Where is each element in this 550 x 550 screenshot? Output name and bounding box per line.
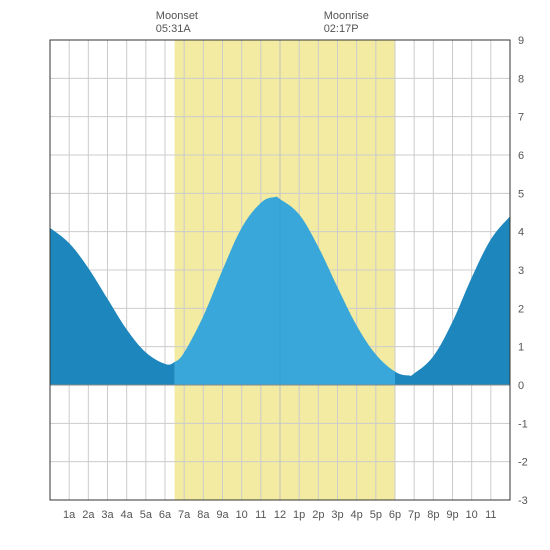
svg-text:6a: 6a: [159, 509, 172, 521]
svg-text:9: 9: [518, 35, 524, 47]
svg-text:0: 0: [518, 380, 524, 392]
svg-text:8p: 8p: [427, 509, 439, 521]
svg-text:10: 10: [466, 509, 478, 521]
svg-text:7p: 7p: [408, 509, 420, 521]
svg-text:6p: 6p: [389, 509, 401, 521]
moonset-time: 05:31A: [156, 23, 198, 36]
svg-text:-2: -2: [518, 457, 528, 469]
moonrise-time: 02:17P: [324, 23, 369, 36]
svg-text:6: 6: [518, 150, 524, 162]
svg-text:2p: 2p: [312, 509, 324, 521]
svg-text:7a: 7a: [178, 509, 191, 521]
moonrise-annotation: Moonrise 02:17P: [324, 10, 369, 36]
svg-text:8: 8: [518, 73, 524, 85]
svg-text:-3: -3: [518, 495, 528, 507]
svg-text:4: 4: [518, 227, 524, 239]
svg-text:5: 5: [518, 188, 524, 200]
chart-svg: -3-2-101234567891a2a3a4a5a6a7a8a9a101112…: [10, 10, 540, 540]
svg-text:1a: 1a: [63, 509, 76, 521]
svg-text:9p: 9p: [446, 509, 458, 521]
svg-text:1p: 1p: [293, 509, 305, 521]
moonset-annotation: Moonset 05:31A: [156, 10, 198, 36]
svg-text:3a: 3a: [101, 509, 114, 521]
svg-text:4a: 4a: [121, 509, 134, 521]
svg-text:5p: 5p: [370, 509, 382, 521]
svg-text:4p: 4p: [351, 509, 363, 521]
svg-text:3: 3: [518, 265, 524, 277]
tide-chart: -3-2-101234567891a2a3a4a5a6a7a8a9a101112…: [10, 10, 540, 540]
svg-text:10: 10: [236, 509, 248, 521]
svg-text:7: 7: [518, 112, 524, 124]
moonset-label: Moonset: [156, 10, 198, 23]
svg-text:11: 11: [485, 509, 496, 521]
svg-text:12: 12: [274, 509, 286, 521]
svg-text:-1: -1: [518, 418, 528, 430]
svg-text:3p: 3p: [331, 509, 343, 521]
svg-text:1: 1: [518, 342, 524, 354]
svg-text:9a: 9a: [216, 509, 229, 521]
svg-text:11: 11: [255, 509, 266, 521]
svg-text:2: 2: [518, 303, 524, 315]
moonrise-label: Moonrise: [324, 10, 369, 23]
svg-text:2a: 2a: [82, 509, 95, 521]
svg-text:5a: 5a: [140, 509, 153, 521]
svg-text:8a: 8a: [197, 509, 210, 521]
